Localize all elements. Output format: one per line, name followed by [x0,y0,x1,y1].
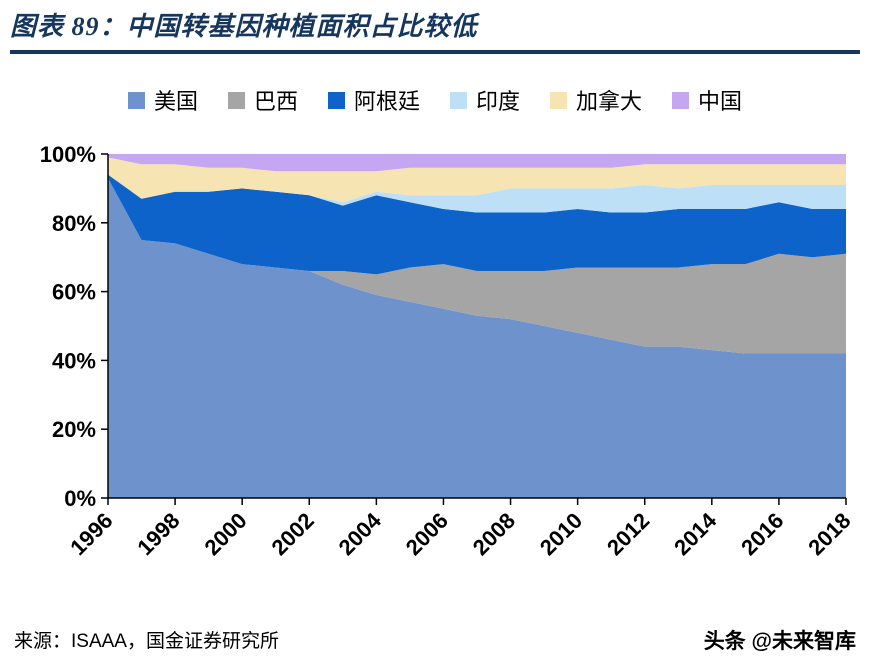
legend-label: 美国 [153,89,198,114]
x-tick-label: 1998 [132,508,184,560]
area-series-india [108,174,846,213]
y-tick-label: 40% [52,348,96,373]
legend-swatch-icon [127,91,145,109]
x-tick-label: 2016 [736,508,788,560]
legend-swatch-icon [327,91,345,109]
legend-item-china: 中国 [672,84,742,116]
legend-label: 加拿大 [576,89,643,114]
legend-item-india: 印度 [450,84,520,116]
legend-swatch-icon [672,91,690,109]
area-series-canada [108,157,846,203]
x-tick-label: 1996 [65,508,117,560]
x-tick-label: 2006 [401,508,453,560]
legend-swatch-icon [450,91,467,109]
x-tick-label: 2014 [669,507,722,560]
x-tick-label: 2012 [602,508,654,560]
legend-item-usa: 美国 [127,84,198,116]
legend-swatch-icon [227,91,245,109]
stacked-area-chart: 0% 20% 40% 60% 80% 100% 1996 1998 2000 2002 2004 20… [40,142,856,560]
source-note: 来源：ISAAA，国金证券研究所 [14,631,279,652]
legend-label: 印度 [476,89,521,114]
area-series-argentina [108,174,846,275]
y-tick-label: 0% [64,486,96,511]
x-tick-label: 2000 [199,508,251,560]
y-tick-label: 60% [52,280,96,305]
legend-item-canada: 加拿大 [550,84,642,116]
figure-header: 图表 89：中国转基因种植面积占比较低 [10,6,860,54]
legend-label: 巴西 [253,89,298,114]
y-tick-label: 100% [40,142,96,167]
legend-item-brazil: 巴西 [227,84,298,116]
watermark-credit: 头条 @未来智库 [703,630,856,653]
x-tick-label: 2008 [468,508,520,560]
x-tick-label: 2010 [535,508,587,560]
chart-area: 0% 20% 40% 60% 80% 100% 1996 1998 2000 2002 2004 20… [0,122,870,610]
y-tick-label: 20% [52,417,96,442]
y-tick-label: 80% [52,211,96,236]
area-series-china [108,154,846,172]
area-series-brazil [108,178,846,354]
chart-title: 图表 89：中国转基因种植面积占比较低 [10,12,478,41]
legend-label: 中国 [698,89,743,114]
legend-swatch-icon [550,91,568,109]
x-tick-label: 2004 [334,507,387,560]
x-tick-label: 2002 [267,508,319,560]
legend-item-argentina: 阿根廷 [327,84,420,116]
area-series-usa [108,178,846,498]
legend-label: 阿根廷 [353,89,420,114]
x-tick-label: 2018 [803,508,855,560]
chart-legend: 美国 巴西 阿根廷 印度 加拿大 中国 [0,84,870,116]
